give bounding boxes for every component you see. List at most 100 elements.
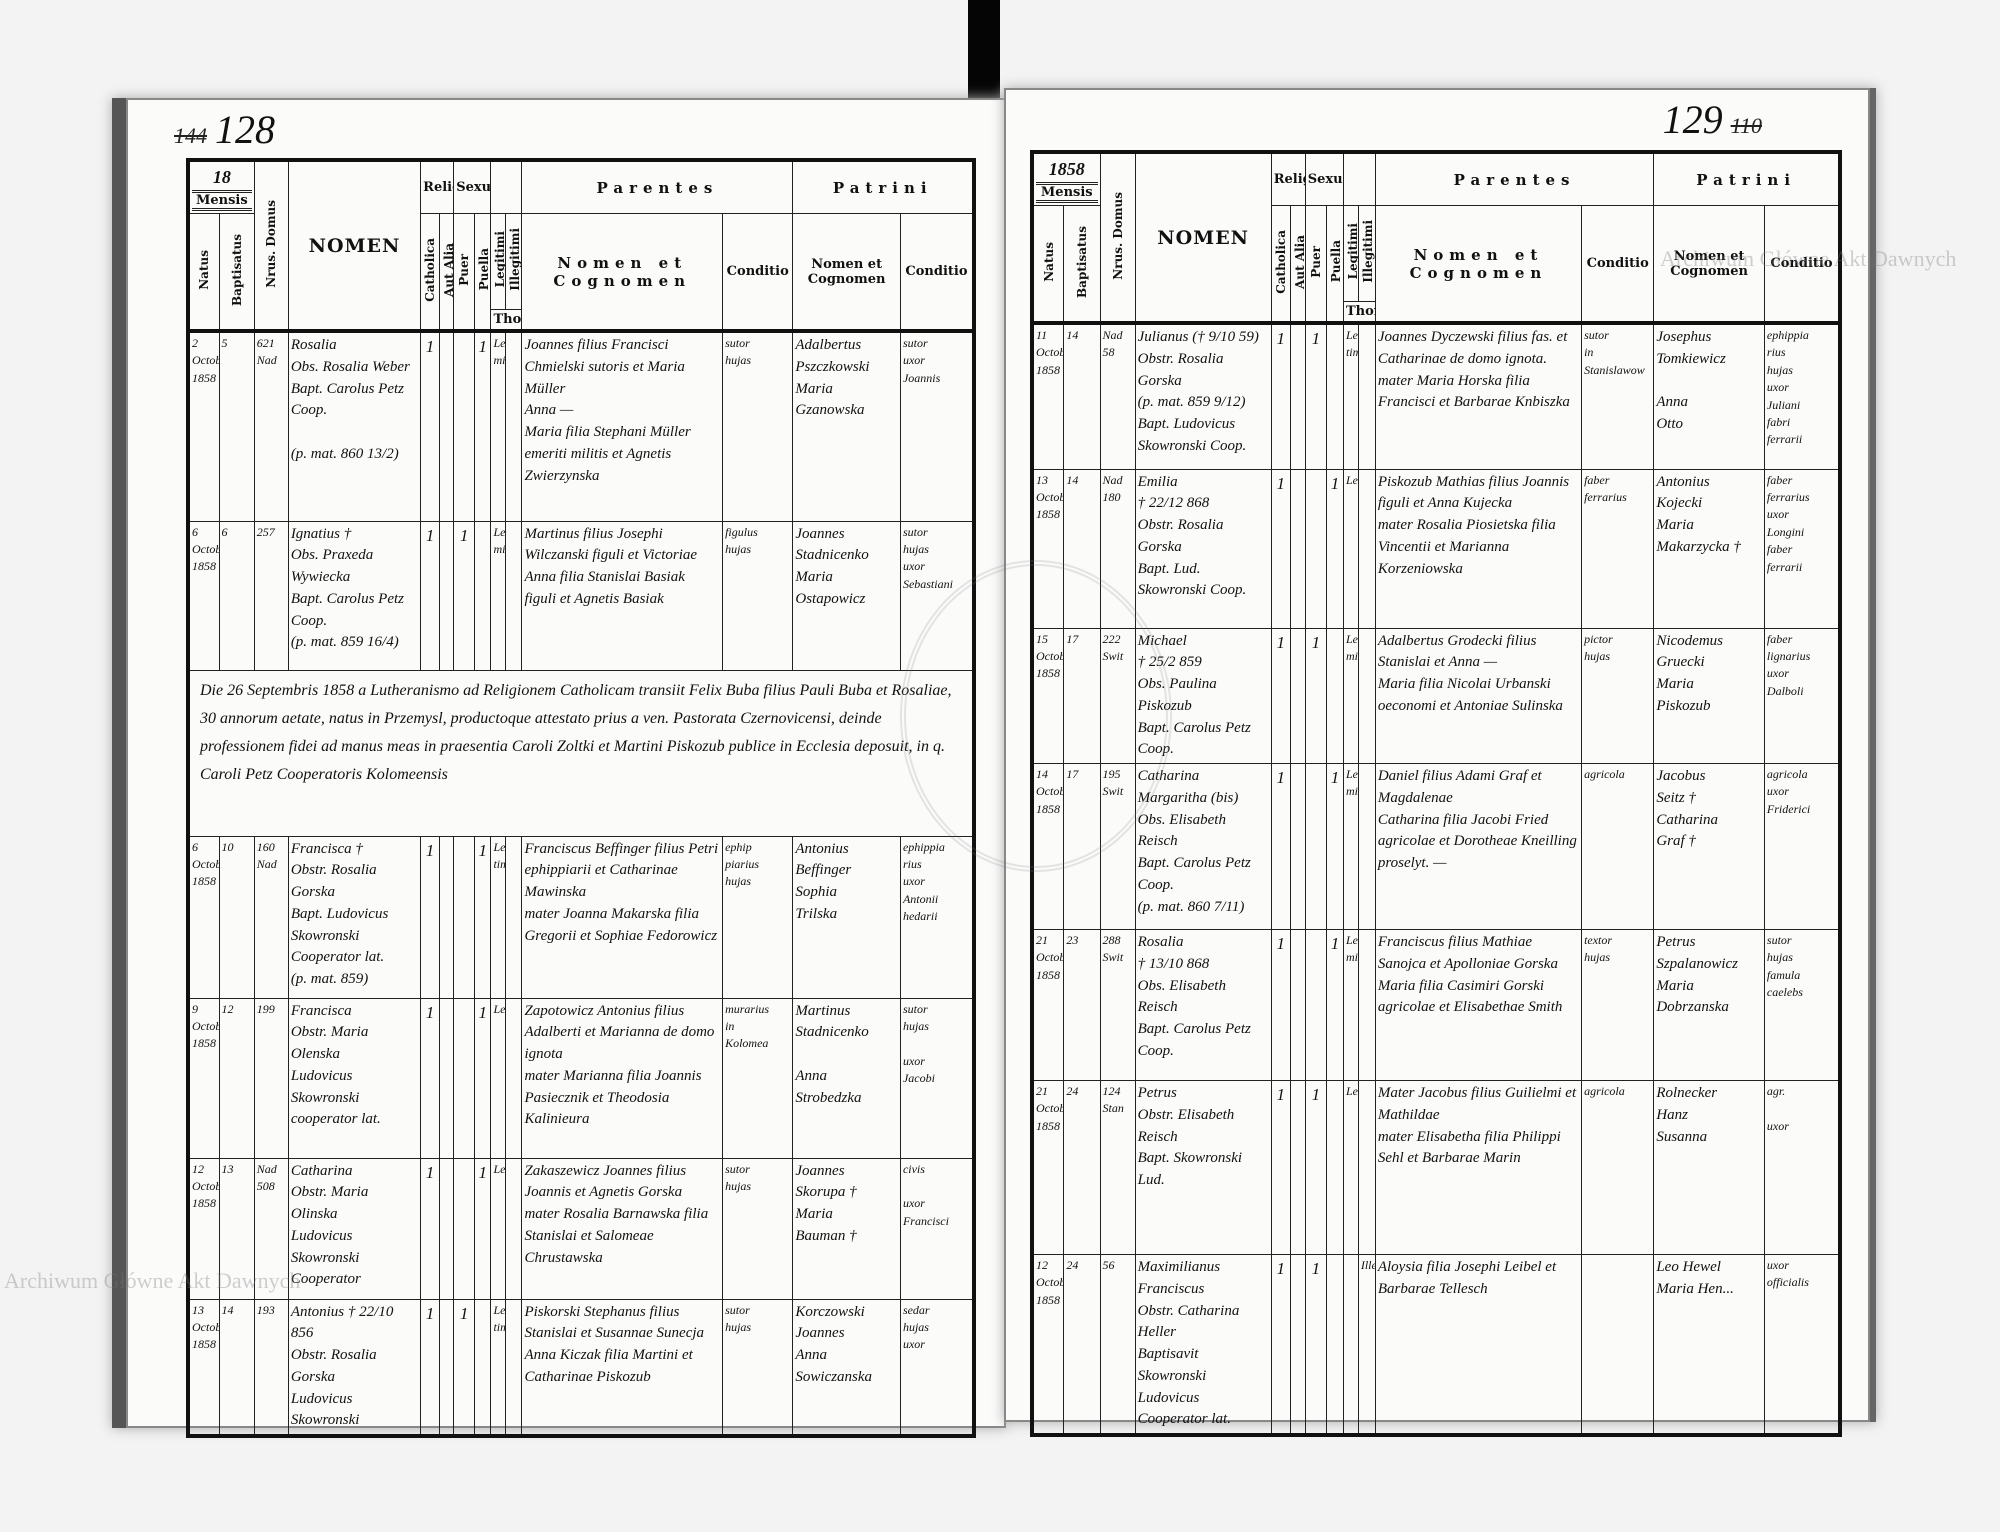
puer-mark [453, 1157, 475, 1300]
archive-watermark: Archiwum Główne Akt Dawnych [4, 1268, 301, 1293]
puella-header-label: Puella [1328, 240, 1343, 283]
godparents-conditio: agricola uxor Friderici [1763, 763, 1841, 931]
year-mensis-header: 18 Mensis [187, 159, 255, 215]
parentes-nomen-header: Nomen et Cognomen [521, 213, 724, 334]
parentes-header-label: Parentes [596, 178, 719, 197]
child-name: Francisca Obstr. Maria Olenska Ludovicus… [287, 997, 422, 1159]
nomen-header-label: NOMEN [308, 234, 401, 257]
parents-names: Daniel filius Adami Graf et Magdalenae C… [1374, 763, 1583, 931]
puella-mark: 1 [473, 835, 492, 999]
sexus-header: Sexus [453, 159, 492, 215]
baptisatus-header-label: Baptisatus [1074, 225, 1089, 298]
aut-alia-mark [1289, 322, 1306, 470]
thori-header-label: Thori [493, 312, 522, 328]
baptism-day: 6 [218, 520, 255, 671]
puella-mark [1325, 1080, 1344, 1256]
folio-number: 144 128 [166, 106, 275, 153]
godparents-conditio: faber ferrarius uxor Longini faber ferra… [1763, 468, 1841, 629]
parentes-nomen-header: Nomen et Cognomen [1374, 205, 1583, 326]
puella-mark [473, 520, 492, 671]
birth-date: 6 Octobris 1858 [187, 835, 220, 999]
illegitimi-header: Illegitimi [504, 213, 523, 311]
illegitimi-header-label: Illegitimi [507, 228, 522, 291]
baptisatus-header-label: Baptisatus [229, 233, 244, 306]
catholica-header-label: Catholica [423, 237, 438, 302]
mensis-label: Mensis [1036, 182, 1098, 204]
legitimi-header-label: Legitimi [493, 231, 506, 288]
parents-names: Aloysia filia Josephi Leibel et Barbarae… [1374, 1254, 1583, 1436]
catholica-mark: 1 [1270, 929, 1291, 1082]
parents-names: Piskorski Stephanus filius Stanislai et … [521, 1298, 724, 1437]
puella-mark: 1 [1325, 763, 1344, 931]
folio-value: 129 [1662, 97, 1723, 142]
birth-date: 21 Octobris 1858 [1031, 929, 1065, 1082]
godparents-names: Joannes Stadnicenko Maria Ostapowicz [792, 520, 901, 671]
godparents-names: Antonius Beffinger Sophia Trilska [792, 835, 901, 999]
parents-conditio: sutor hujas [722, 1298, 794, 1437]
parents-names: Franciscus filius Mathiae Sanojca et Apo… [1374, 929, 1583, 1082]
puer-mark: 1 [1304, 1080, 1327, 1256]
patrini-header-label: Patrini [1696, 170, 1797, 189]
godparents-conditio: ephippia rius hujas uxor Juliani fabri f… [1763, 322, 1841, 470]
catholica-header: Catholica [1270, 205, 1291, 326]
patrini-nomen-header: Nomen et Cognomen [792, 213, 901, 334]
patrini-conditio-header-label: Conditio [905, 264, 968, 280]
patrini-conditio-header-label: Conditio [1770, 256, 1833, 272]
legitimi-mark: Legiti mi [490, 330, 506, 522]
child-name: Petrus Obstr. Elisabeth Reisch Bapt. Sko… [1134, 1080, 1272, 1256]
register-entry-row: Die 26 Septembris 1858 a Lutheranismo ad… [187, 669, 975, 837]
nomen-header-label: NOMEN [1157, 226, 1250, 249]
parents-conditio: agricola [1581, 1080, 1655, 1256]
birth-date: 13 Octobris 1858 [187, 1298, 220, 1437]
child-name: Antonius † 22/10 856 Obstr. Rosalia Gors… [287, 1298, 422, 1437]
aut-alia-mark [1289, 1080, 1306, 1256]
legitimi-header: Legitimi [1342, 205, 1359, 303]
puella-mark [1325, 1254, 1344, 1436]
year-label: 18 [212, 167, 231, 187]
illegitimi-mark [504, 520, 523, 671]
patrini-conditio-header: Conditio [1763, 205, 1841, 326]
puer-mark [453, 835, 475, 999]
parents-names: Franciscus Beffinger filius Petri ephipp… [521, 835, 724, 999]
parents-conditio: ephip piarius hujas [722, 835, 794, 999]
archive-stamp-watermark [900, 560, 1172, 872]
parentes-conditio-header: Conditio [722, 213, 794, 334]
legitimi-mark: Legiti mi [490, 520, 506, 671]
godparents-conditio: sutor hujas uxor Jacobi [899, 997, 975, 1159]
godparents-names: Nicodemus Gruecki Maria Piskozub [1653, 627, 1765, 765]
birth-date: 2 Octobris 1858 [187, 330, 220, 522]
aut-alia-mark [438, 1298, 455, 1437]
catholica-mark: 1 [1270, 468, 1291, 629]
baptism-day: 10 [218, 835, 255, 999]
parents-conditio: textor hujas [1581, 929, 1655, 1082]
godparents-names: Adalbertus Pszczkowski Maria Gzanowska [792, 330, 901, 522]
aut-alia-mark [438, 1157, 455, 1300]
puer-mark [453, 330, 475, 522]
birth-date: 9 Octobris 1858 [187, 997, 220, 1159]
illegitimi-mark [504, 330, 523, 522]
puella-mark: 1 [473, 1157, 492, 1300]
thori-header-label: Thori [1345, 304, 1374, 320]
aut-alia-header-label: Aut Alia [441, 242, 454, 297]
puella-header: Puella [473, 213, 492, 334]
godparents-names: Jacobus Seitz † Catharina Graf † [1653, 763, 1765, 931]
parentes-conditio-header-label: Conditio [726, 264, 789, 280]
godparents-names: Korczowski Joannes Anna Sowiczanska [792, 1298, 901, 1437]
patrini-nomen-header: Nomen et Cognomen [1653, 205, 1765, 326]
thori-header: Thori [490, 309, 523, 334]
child-name: Ignatius † Obs. Praxeda Wywiecka Bapt. C… [287, 520, 422, 671]
legitimi-mark: Leg. [1342, 468, 1359, 629]
parents-names: Joannes Dyczewski filius fas. et Cathari… [1374, 322, 1583, 470]
baptism-day: 5 [218, 330, 255, 522]
house-number: 193 [253, 1298, 289, 1437]
parents-conditio [1581, 1254, 1655, 1436]
natus-header: Natus [1031, 205, 1065, 326]
house-number: 621 Nad [253, 330, 289, 522]
parents-conditio: faber ferrarius [1581, 468, 1655, 629]
natus-header-label: Natus [1041, 241, 1056, 282]
parents-names: Mater Jacobus filius Guilielmi et Mathil… [1374, 1080, 1583, 1256]
patrini-header: Patrini [792, 159, 975, 215]
sexus-header-label: Sexus [1307, 172, 1343, 188]
